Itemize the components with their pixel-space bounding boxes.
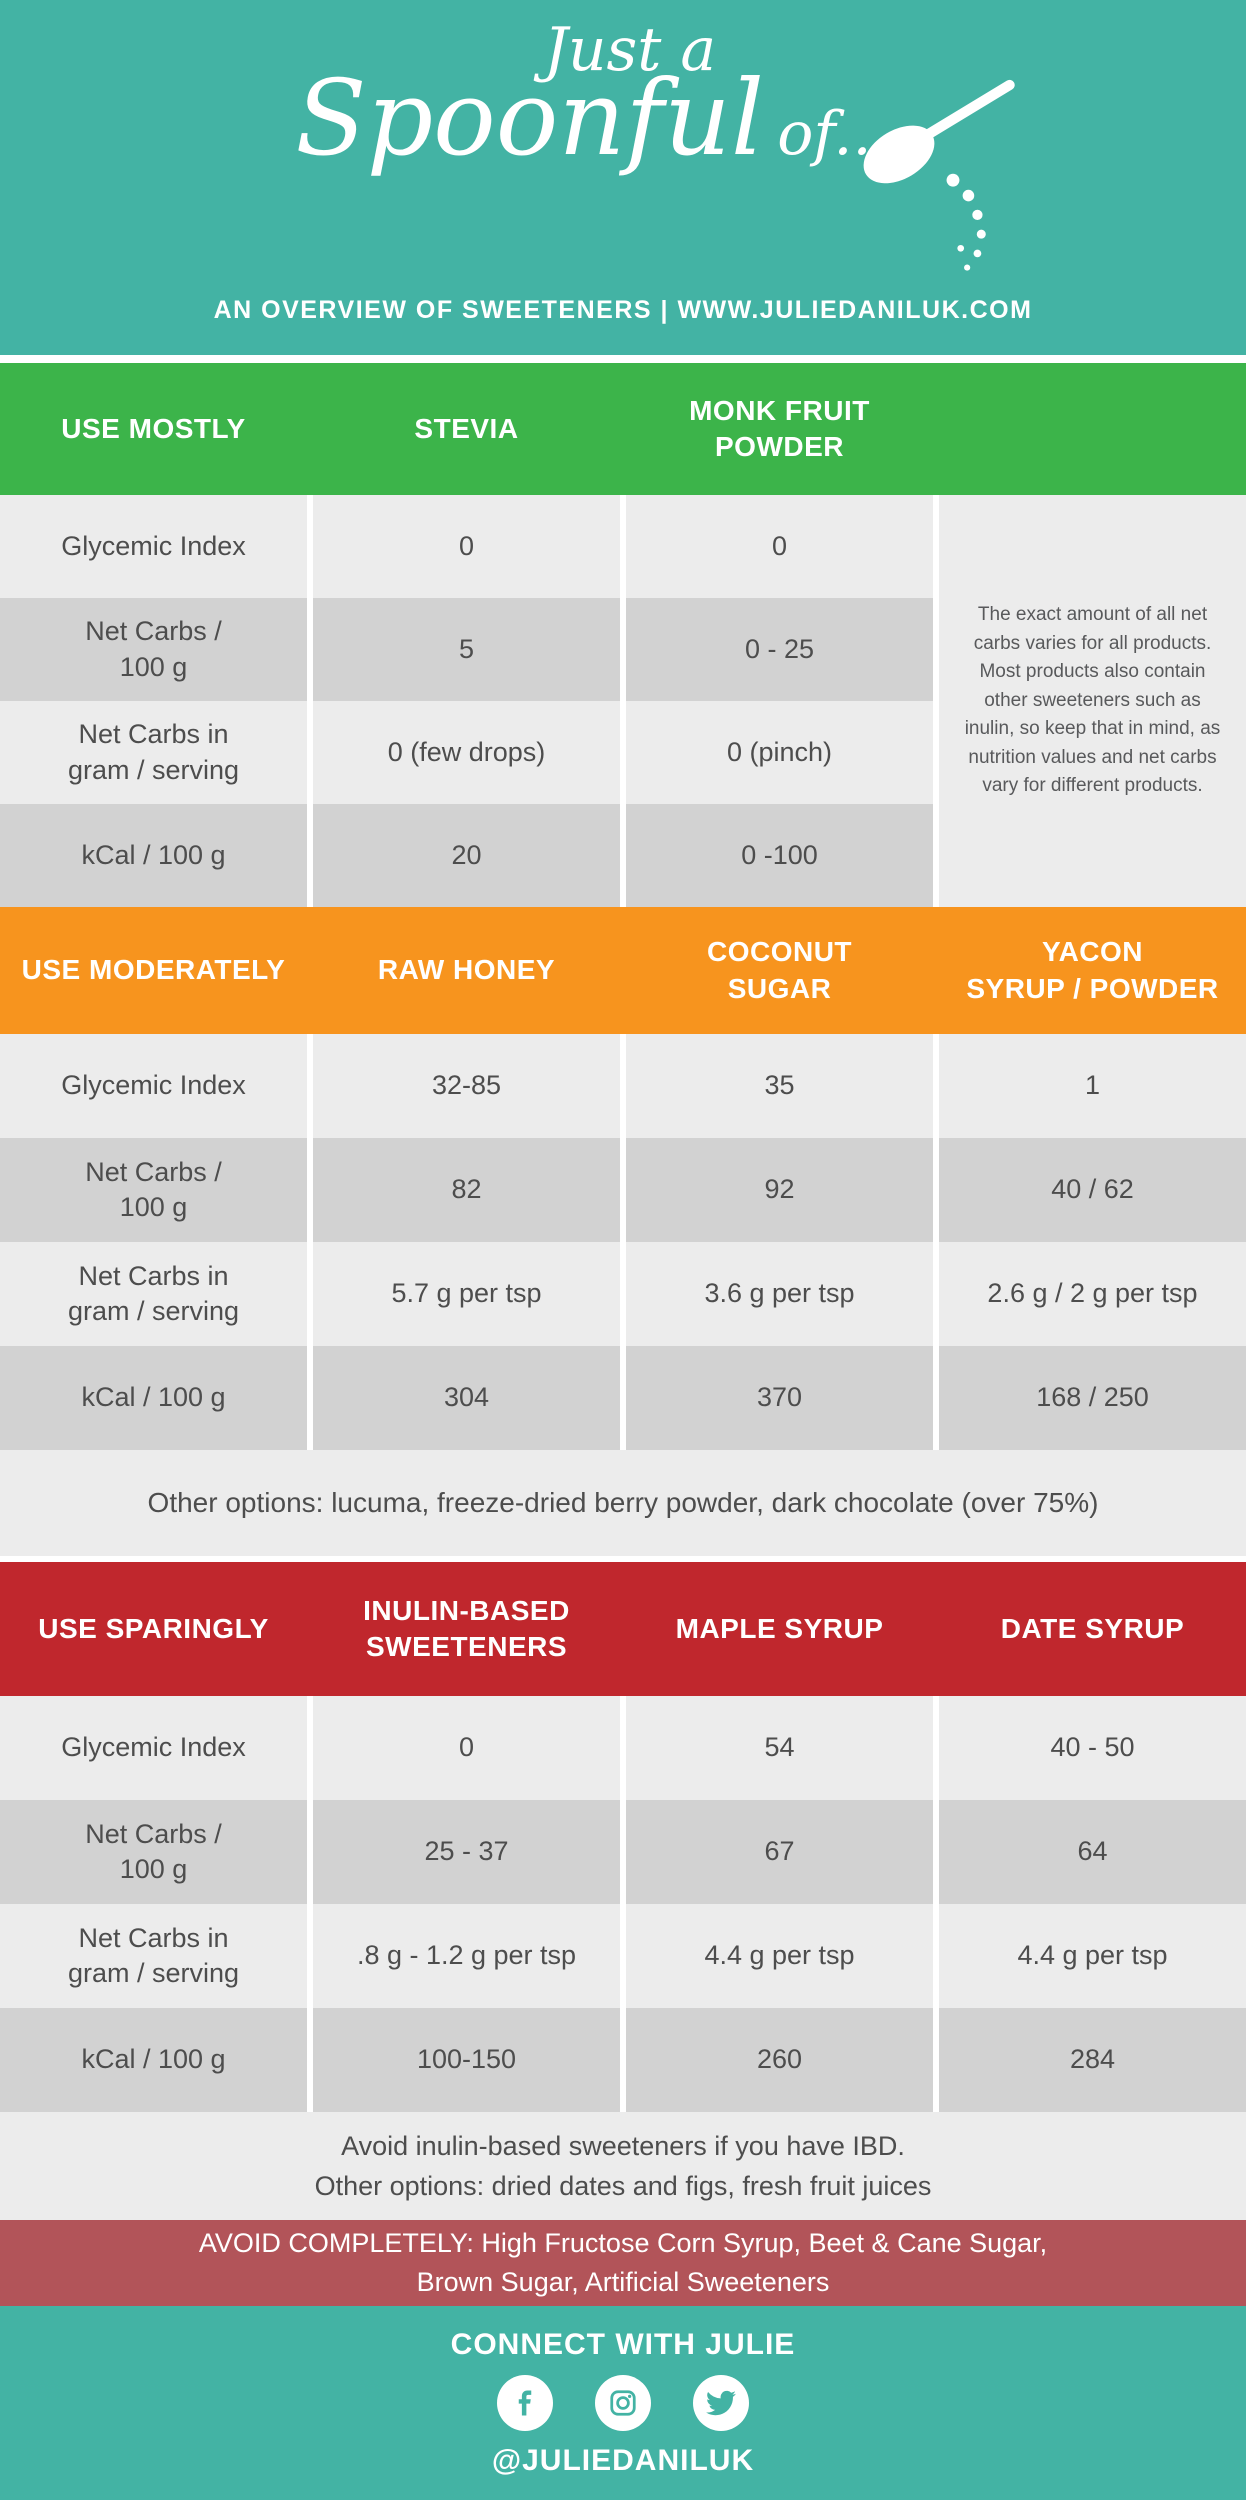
column-header-yacon-syrup-powder: YACON SYRUP / POWDER [966, 936, 1219, 1004]
value-cell: 40 / 62 [939, 1138, 1246, 1242]
value-cell: 64 [939, 1800, 1246, 1904]
row-label: Glycemic Index [0, 495, 307, 598]
avoid-completely-banner: AVOID COMPLETELY: High Fructose Corn Syr… [0, 2220, 1246, 2306]
column-header-stevia: STEVIA [414, 412, 519, 444]
facebook-icon[interactable] [497, 2375, 553, 2431]
use-mostly-table: The exact amount of all net carbs varies… [0, 495, 1246, 907]
row-label: Net Carbs in gram / serving [0, 1904, 307, 2008]
value-cell: 4.4 g per tsp [626, 1904, 933, 2008]
value-cell: 100-150 [313, 2008, 620, 2112]
value-cell: 0 [313, 495, 620, 598]
row-label: kCal / 100 g [0, 804, 307, 907]
row-label: Net Carbs in gram / serving [0, 1242, 307, 1346]
value-cell: 4.4 g per tsp [939, 1904, 1246, 2008]
value-cell: 0 (few drops) [313, 701, 620, 804]
value-cell: 20 [313, 804, 620, 907]
use-moderately-band: USE MODERATELY RAW HONEY COCONUT SUGAR Y… [0, 907, 1246, 1034]
logo-text-just-a: Just a [543, 15, 717, 85]
footer: CONNECT WITH JULIE @JULIEDANILUK [0, 2306, 1246, 2500]
connect-title: CONNECT WITH JULIE [450, 2328, 796, 2361]
value-cell: 35 [626, 1034, 933, 1138]
row-label: Net Carbs in gram / serving [0, 701, 307, 804]
use-moderately-table: Glycemic Index 32-85 35 1 Net Carbs / 10… [0, 1034, 1246, 1450]
value-cell: 25 - 37 [313, 1800, 620, 1904]
instagram-icon[interactable] [595, 2375, 651, 2431]
net-carbs-disclaimer-note: The exact amount of all net carbs varies… [939, 495, 1246, 907]
value-cell: 82 [313, 1138, 620, 1242]
value-cell: 260 [626, 2008, 933, 2112]
value-cell: 304 [313, 1346, 620, 1450]
hero-subtitle: AN OVERVIEW OF SWEETENERS | WWW.JULIEDAN… [213, 296, 1033, 324]
value-cell: 54 [626, 1696, 933, 1800]
value-cell: 370 [626, 1346, 933, 1450]
value-cell: 1 [939, 1034, 1246, 1138]
value-cell: 0 -100 [626, 804, 933, 907]
logo-text-spoonful: Spoonful [295, 57, 765, 179]
logo-text-spoonful-of: Spoonful of... [0, 63, 1246, 173]
row-label: kCal / 100 g [0, 1346, 307, 1450]
value-cell: 40 - 50 [939, 1696, 1246, 1800]
band-label-use-moderately: USE MODERATELY [21, 954, 286, 986]
column-header-maple-syrup: MAPLE SYRUP [675, 1612, 884, 1644]
row-label: Net Carbs / 100 g [0, 598, 307, 701]
value-cell: 0 (pinch) [626, 701, 933, 804]
value-cell: 32-85 [313, 1034, 620, 1138]
band-label-use-mostly: USE MOSTLY [61, 412, 246, 444]
hero-header: Just a Spoonful of... AN [0, 0, 1246, 355]
value-cell: 0 [626, 495, 933, 598]
row-label: Net Carbs / 100 g [0, 1800, 307, 1904]
band-label-use-sparingly: USE SPARINGLY [38, 1612, 269, 1644]
use-sparingly-band: USE SPARINGLY INULIN-BASED SWEETENERS MA… [0, 1562, 1246, 1696]
spoon-icon [845, 72, 1025, 283]
logo: Just a Spoonful of... [0, 20, 1246, 173]
row-label: Glycemic Index [0, 1696, 307, 1800]
column-header-raw-honey: RAW HONEY [377, 954, 556, 986]
row-label: Glycemic Index [0, 1034, 307, 1138]
value-cell: .8 g - 1.2 g per tsp [313, 1904, 620, 2008]
value-cell: 92 [626, 1138, 933, 1242]
other-options-note: Other options: lucuma, freeze-dried berr… [0, 1450, 1246, 1556]
row-label: kCal / 100 g [0, 2008, 307, 2112]
value-cell: 0 - 25 [626, 598, 933, 701]
social-icons [497, 2375, 749, 2431]
value-cell: 5.7 g per tsp [313, 1242, 620, 1346]
use-sparingly-table: Glycemic Index 0 54 40 - 50 Net Carbs / … [0, 1696, 1246, 2112]
column-header-coconut-sugar: COCONUT SUGAR [706, 936, 853, 1004]
column-header-inulin-based-sweeteners: INULIN-BASED SWEETENERS [363, 1594, 570, 1662]
value-cell: 2.6 g / 2 g per tsp [939, 1242, 1246, 1346]
ibd-warning-note: Avoid inulin-based sweeteners if you hav… [0, 2112, 1246, 2220]
row-label: Net Carbs / 100 g [0, 1138, 307, 1242]
use-mostly-band: USE MOSTLY STEVIA MONK FRUIT POWDER [0, 363, 1246, 495]
value-cell: 168 / 250 [939, 1346, 1246, 1450]
value-cell: 284 [939, 2008, 1246, 2112]
value-cell: 0 [313, 1696, 620, 1800]
column-header-monk-fruit-powder: MONK FRUIT POWDER [689, 394, 870, 462]
twitter-icon[interactable] [693, 2375, 749, 2431]
value-cell: 3.6 g per tsp [626, 1242, 933, 1346]
value-cell: 5 [313, 598, 620, 701]
column-header-date-syrup: DATE SYRUP [1000, 1612, 1185, 1644]
social-handle: @JULIEDANILUK [491, 2444, 755, 2477]
value-cell: 67 [626, 1800, 933, 1904]
